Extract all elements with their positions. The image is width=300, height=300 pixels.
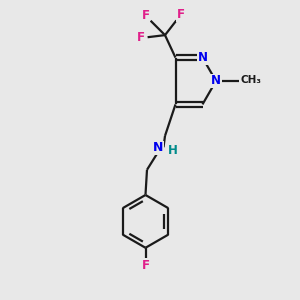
Text: F: F xyxy=(142,259,149,272)
Text: N: N xyxy=(197,51,208,64)
Text: F: F xyxy=(136,31,144,44)
Text: N: N xyxy=(153,141,163,154)
Text: F: F xyxy=(177,8,185,21)
Text: F: F xyxy=(142,9,149,22)
Text: N: N xyxy=(211,74,221,88)
Text: CH₃: CH₃ xyxy=(241,75,262,85)
Text: H: H xyxy=(168,144,177,158)
